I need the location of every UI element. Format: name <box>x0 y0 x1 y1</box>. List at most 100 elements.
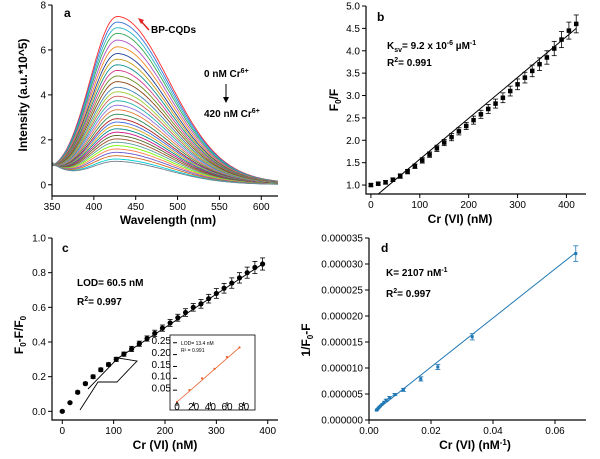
emission-spectra <box>51 16 279 185</box>
panel-c-y-tick-label: 0.2 <box>32 372 46 383</box>
panel-a-y-tick-label: 6 <box>40 45 46 56</box>
panel-b-data-point <box>522 75 528 80</box>
panel-b-data-point <box>419 158 425 163</box>
panel-d-r2: R2= 0.997 <box>386 288 431 300</box>
spectrum-line <box>51 46 279 183</box>
end-concentration-label: 420 nM Cr6+ <box>204 108 260 120</box>
panel-c-data-point <box>244 270 250 276</box>
inset-x-tick-label: 40 <box>205 402 217 413</box>
panel-c-data-point <box>206 296 212 302</box>
panel-c-data-point <box>152 330 158 336</box>
panel-a-x-tick-label: 400 <box>86 202 103 213</box>
panel-b-x-tick-label: 0 <box>368 200 374 211</box>
panel-d-data-point <box>380 402 384 406</box>
panel-b-x-tick-label: 400 <box>558 200 575 211</box>
panel-b-data-point <box>368 182 374 188</box>
panel-d-x-label: Cr (VI) (nM-1) <box>439 438 511 452</box>
panel-b-data-point <box>500 95 506 101</box>
inset-x-tick-label: 80 <box>238 402 250 413</box>
panel-b-data-point <box>529 68 535 74</box>
spectrum-line <box>51 160 279 185</box>
panel-d-data-point <box>436 365 440 369</box>
panel-d-data-point <box>419 377 423 381</box>
panel-d-data-point <box>388 396 392 400</box>
panel-c-axes <box>51 238 278 421</box>
panel-d-y-label: 1/F0-F <box>299 323 315 356</box>
panel-b-data-point <box>441 140 447 145</box>
panel-d-y-tick-label: 0.000005 <box>321 390 363 401</box>
panel-c-y-tick-label: 1.0 <box>32 234 46 245</box>
panel-b-y-tick-label: 2.0 <box>346 136 360 147</box>
panel-a-x-tick-label: 350 <box>44 202 61 213</box>
inset-y-tick-label: 0.05 <box>152 384 172 395</box>
panel-c-data-point <box>213 290 219 297</box>
panel-b: 0 100 200 300 400 1.0 1.5 2.0 2.5 3.0 3.5 4.0 4.5 5.0… <box>327 2 586 226</box>
panel-c-x-tick-label: 300 <box>208 426 225 437</box>
panel-c-points <box>59 257 266 414</box>
panel-d-x-tick-label: 0.06 <box>545 426 565 437</box>
panel-b-x-label: Cr (VI) (nM) <box>428 212 493 226</box>
panel-b-data-point <box>566 28 572 33</box>
panel-a-x-tick-label: 500 <box>169 202 186 213</box>
panel-d-y-tick-label: 0.000025 <box>321 286 363 297</box>
panel-c-x-label: Cr (VI) (nM) <box>133 438 198 452</box>
panel-c-x-tick-label: 100 <box>105 426 122 437</box>
panel-b-r2: R2= 0.991 <box>387 57 432 69</box>
panel-c-data-point <box>252 264 258 271</box>
inset-chart: 0 20 40 60 80 0.050.100.150.200.25 LOD= 13.4 … <box>152 334 256 413</box>
panel-b-data-point <box>515 82 520 87</box>
panel-d-data-point <box>574 252 578 256</box>
inset-y-tick-label: 0.10 <box>152 372 172 383</box>
panel-d-data-point <box>470 335 474 339</box>
panel-b-data-point <box>478 112 484 117</box>
panel-d-data-point <box>393 393 397 397</box>
panel-b-fit-line <box>377 27 577 195</box>
panel-d-data-point <box>384 398 388 402</box>
spectrum-line <box>51 39 279 183</box>
panel-a-y-tick-label: 8 <box>40 1 46 12</box>
ksv-annotation: Ksv= 9.2 x 10-6 µM-1 <box>387 40 476 54</box>
panel-b-data-point <box>456 129 462 134</box>
panel-c-lod: LOD= 60.5 nM <box>77 278 143 289</box>
panel-d-points <box>374 245 579 412</box>
panel-d-x-tick-label: 0.02 <box>421 426 441 437</box>
panel-b-data-point <box>449 134 454 140</box>
panel-a-letter: a <box>64 6 71 20</box>
panel-d-y-tick-label: 0.000015 <box>321 338 363 349</box>
panel-d-y-tick-label: 0.000010 <box>321 364 363 375</box>
panel-b-data-point <box>375 181 381 186</box>
panel-c-data-point <box>75 389 81 395</box>
panel-a-y-tick-label: 4 <box>40 90 46 101</box>
panel-c-data-point <box>67 400 73 406</box>
panel-d: 0.00 0.02 0.04 0.06 0.000000 0.000005 0.000010… <box>299 234 586 452</box>
panel-c-x-tick-label: 0 <box>59 426 65 437</box>
panel-b-y-tick-label: 4.0 <box>346 46 360 57</box>
concentration-arrowhead <box>223 97 229 103</box>
k-annotation: K= 2107 nM-1 <box>386 267 448 279</box>
panel-d-y-tick-label: 0.000030 <box>321 260 363 271</box>
panel-b-x-tick-label: 300 <box>509 200 526 211</box>
panel-b-data-point <box>434 146 440 151</box>
panel-c-data-point <box>259 261 266 267</box>
panel-c-data-point <box>198 301 204 307</box>
inset-y-tick-label: 0.25 <box>152 336 172 347</box>
panel-a-x-tick-label: 600 <box>253 202 270 213</box>
panel-d-axes <box>368 238 586 421</box>
inset-ticks: 0 20 40 60 80 0.050.100.150.200.25 <box>152 336 250 413</box>
panel-b-data-point <box>412 163 418 169</box>
panel-a-x-tick-label: 450 <box>127 202 144 213</box>
panel-c-data-point <box>136 341 142 347</box>
panel-b-points <box>368 14 579 188</box>
inset-x-tick-label: 60 <box>221 402 233 413</box>
panel-d-y-tick-label: 0.000020 <box>321 312 363 323</box>
inset-callout-lines <box>79 357 138 411</box>
panel-c-data-point <box>82 381 88 387</box>
panel-b-data-point <box>383 180 388 185</box>
panel-b-data-point <box>463 123 469 129</box>
panel-b-y-label: F0/F <box>327 89 343 111</box>
panel-b-y-tick-label: 4.5 <box>346 24 360 35</box>
panel-c-data-point <box>159 325 166 331</box>
panel-c-y-tick-label: 0.4 <box>32 338 46 349</box>
panel-c-x-tick-label: 200 <box>157 426 174 437</box>
